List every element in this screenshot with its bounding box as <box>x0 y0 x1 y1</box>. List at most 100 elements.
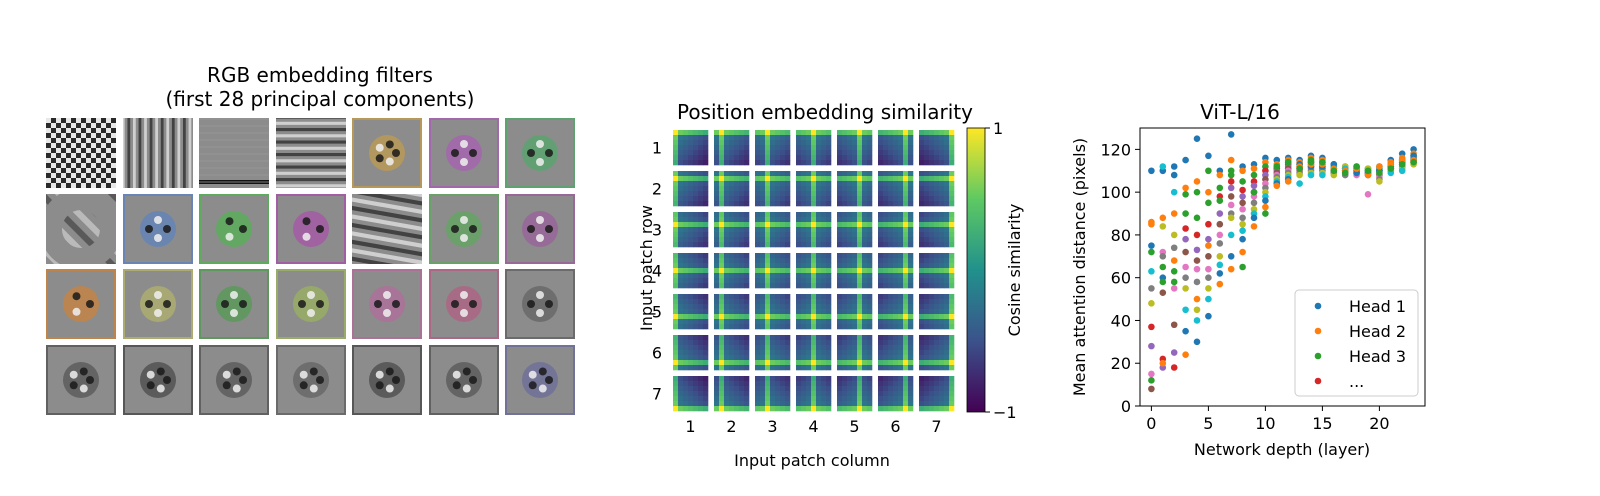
filter-tile <box>505 118 575 188</box>
filter-tile <box>352 118 422 188</box>
filter-tile <box>275 193 346 264</box>
scatter-point <box>1227 265 1235 273</box>
scatter-point <box>1182 184 1189 192</box>
position-title: Position embedding similarity <box>677 100 973 124</box>
scatter-point <box>1250 199 1258 207</box>
scatter-point <box>1227 156 1235 164</box>
scatter-point <box>1148 242 1155 249</box>
filter-texture <box>428 118 499 188</box>
scatter-point <box>1193 231 1201 239</box>
filter-tile <box>428 193 499 264</box>
scatter-point <box>1193 178 1201 185</box>
scatter-point <box>1250 188 1258 196</box>
filter-tile <box>428 118 499 188</box>
scatter-point <box>1227 253 1235 260</box>
scatter-point <box>1216 261 1224 269</box>
scatter-xlabel: Network depth (layer) <box>1194 440 1370 459</box>
scatter-point <box>1193 265 1201 273</box>
filter-tile <box>275 269 346 339</box>
scatter-point <box>1159 163 1167 170</box>
scatter-point <box>1227 214 1235 222</box>
scatter-point <box>1376 178 1383 185</box>
filter-texture <box>275 344 346 415</box>
scatter-point <box>1182 190 1189 198</box>
scatter-point <box>1159 223 1167 230</box>
filter-texture <box>199 269 269 339</box>
scatter-point <box>1250 165 1258 172</box>
x-tick-label: 10 <box>1255 414 1275 433</box>
filter-tile <box>46 118 116 188</box>
scatter-point <box>1250 223 1258 230</box>
scatter-point <box>1239 199 1246 207</box>
x-tick-label: 5 <box>1203 414 1213 433</box>
scatter-point <box>1296 180 1303 187</box>
filter-texture <box>428 193 499 264</box>
scatter-point <box>1239 227 1246 234</box>
scatter-point <box>1159 263 1167 271</box>
scatter-point <box>1159 289 1167 296</box>
scatter-point <box>1239 167 1246 175</box>
scatter-point <box>1296 165 1303 172</box>
scatter-point <box>1239 248 1246 256</box>
scatter-point <box>1182 235 1189 243</box>
legend-marker <box>1314 302 1322 310</box>
filter-tile <box>46 269 116 339</box>
scatter-point <box>1262 203 1269 211</box>
scatter-point <box>1216 280 1224 288</box>
scatter-point <box>1205 152 1212 160</box>
scatter-point <box>1170 171 1178 179</box>
scatter-point <box>1170 321 1178 329</box>
scatter-axes-frame <box>1139 127 1426 407</box>
scatter-point <box>1273 182 1281 190</box>
scatter-point <box>1227 171 1235 179</box>
scatter-point <box>1239 214 1246 222</box>
scatter-point <box>1205 253 1212 260</box>
legend-label: Head 3 <box>1349 347 1406 366</box>
scatter-point <box>1205 188 1212 196</box>
filter-texture <box>46 193 116 264</box>
scatter-point <box>1216 184 1224 192</box>
filter-texture <box>275 193 346 264</box>
filter-tile <box>46 344 116 415</box>
scatter-point <box>1216 210 1224 217</box>
scatter-point <box>1216 253 1224 260</box>
scatter-point <box>1319 171 1326 179</box>
filter-tile <box>505 193 575 264</box>
scatter-point <box>1250 214 1258 222</box>
scatter-point <box>1148 342 1155 350</box>
filter-tile <box>275 344 346 415</box>
scatter-point <box>1170 267 1178 275</box>
scatter-point <box>1205 235 1212 243</box>
scatter-point <box>1182 263 1189 271</box>
filter-tile <box>352 269 422 339</box>
scatter-point <box>1193 188 1201 196</box>
filter-tile <box>122 118 193 188</box>
scatter-point <box>1193 338 1201 346</box>
scatter-point <box>1148 385 1155 393</box>
filter-tile <box>428 269 499 339</box>
scatter-point <box>1170 278 1178 286</box>
scatter-point <box>1205 199 1212 207</box>
filter-texture <box>199 118 269 188</box>
y-tick-label: 60 <box>1111 269 1131 288</box>
scatter-point <box>1182 248 1189 256</box>
y-tick-label: 0 <box>1121 397 1131 416</box>
scatter-point <box>1148 248 1155 256</box>
filter-texture <box>352 118 422 188</box>
scatter-point <box>1250 182 1258 190</box>
y-tick-label: 100 <box>1100 183 1131 202</box>
scatter-point <box>1148 285 1155 292</box>
scatter-point <box>1170 231 1178 239</box>
filter-tile <box>505 344 575 415</box>
filter-texture <box>275 118 346 188</box>
y-tick-label: 120 <box>1100 140 1131 159</box>
scatter-point <box>1170 257 1178 264</box>
scatter-point <box>1227 201 1235 209</box>
scatter-point <box>1159 253 1167 260</box>
filter-tile <box>199 344 269 415</box>
scatter-point <box>1193 317 1201 324</box>
scatter-point <box>1170 163 1178 170</box>
filter-tile <box>122 193 193 264</box>
scatter-point <box>1170 210 1178 217</box>
